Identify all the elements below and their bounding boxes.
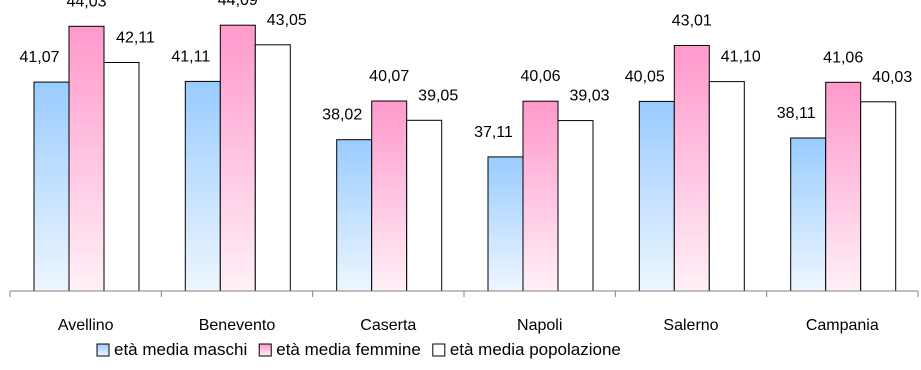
data-label-popolazione-campania: 40,03 xyxy=(872,69,912,86)
x-tick-label-campania: Campania xyxy=(806,317,879,334)
bar-maschi-avellino xyxy=(33,81,70,292)
bar-popolazione-napoli xyxy=(557,120,594,292)
bar-femmine-benevento xyxy=(219,24,256,292)
x-tick-label-napoli: Napoli xyxy=(517,317,562,334)
legend-swatch-popolazione xyxy=(432,343,446,357)
bar-maschi-benevento xyxy=(184,80,221,292)
legend-label-popolazione: età media popolazione xyxy=(450,340,621,359)
legend-swatch-femmine xyxy=(258,343,272,357)
x-tick-label-avellino: Avellino xyxy=(58,317,114,334)
legend-label-femmine: età media femmine xyxy=(276,340,421,359)
legend-swatch-maschi xyxy=(96,343,110,357)
data-label-maschi-campania: 38,11 xyxy=(777,105,816,122)
bar-popolazione-benevento xyxy=(254,44,291,292)
bar-maschi-campania xyxy=(790,137,827,292)
data-label-femmine-napoli: 40,06 xyxy=(520,68,560,85)
data-label-maschi-caserta: 38,02 xyxy=(322,107,362,124)
data-label-femmine-salerno: 43,01 xyxy=(672,13,712,30)
bar-maschi-salerno xyxy=(638,100,675,292)
data-label-popolazione-avellino: 42,11 xyxy=(116,30,155,47)
x-tick-label-salerno: Salerno xyxy=(663,317,718,334)
bar-popolazione-caserta xyxy=(406,119,443,292)
data-label-popolazione-salerno: 41,10 xyxy=(721,49,761,66)
data-label-femmine-benevento: 44,09 xyxy=(218,0,258,9)
data-label-femmine-avellino: 44,03 xyxy=(66,0,106,10)
x-tick-label-benevento: Benevento xyxy=(199,317,276,334)
bar-femmine-avellino xyxy=(68,25,105,292)
legend: età media maschi età media femmine età med… xyxy=(96,340,621,359)
bar-maschi-napoli xyxy=(487,156,524,292)
bars-layer xyxy=(33,24,897,292)
data-label-maschi-avellino: 41,07 xyxy=(19,49,59,66)
bar-popolazione-campania xyxy=(860,101,897,292)
bar-femmine-caserta xyxy=(371,100,408,292)
data-label-maschi-napoli: 37,11 xyxy=(474,124,513,141)
bar-femmine-salerno xyxy=(673,45,710,292)
data-label-popolazione-napoli: 39,03 xyxy=(569,88,609,105)
data-label-maschi-benevento: 41,11 xyxy=(171,48,210,65)
bar-femmine-campania xyxy=(825,81,862,292)
bar-popolazione-avellino xyxy=(103,62,140,292)
data-label-femmine-caserta: 40,07 xyxy=(369,68,409,85)
data-label-popolazione-benevento: 43,05 xyxy=(267,12,307,29)
x-tick-label-caserta: Caserta xyxy=(360,317,416,334)
bar-femmine-napoli xyxy=(522,100,559,292)
x-axis: Avellino Benevento Caserta Napoli Salerno Cam… xyxy=(9,290,919,334)
bar-popolazione-salerno xyxy=(708,81,745,292)
data-label-popolazione-caserta: 39,05 xyxy=(418,87,458,104)
data-label-femmine-campania: 41,06 xyxy=(823,49,863,66)
bar-maschi-caserta xyxy=(336,139,373,292)
legend-label-maschi: età media maschi xyxy=(114,340,247,359)
data-labels-layer: 41,07 44,03 42,11 41,11 44,09 43,05 38,02 40,07… xyxy=(19,0,912,141)
data-label-maschi-salerno: 40,05 xyxy=(625,68,665,85)
